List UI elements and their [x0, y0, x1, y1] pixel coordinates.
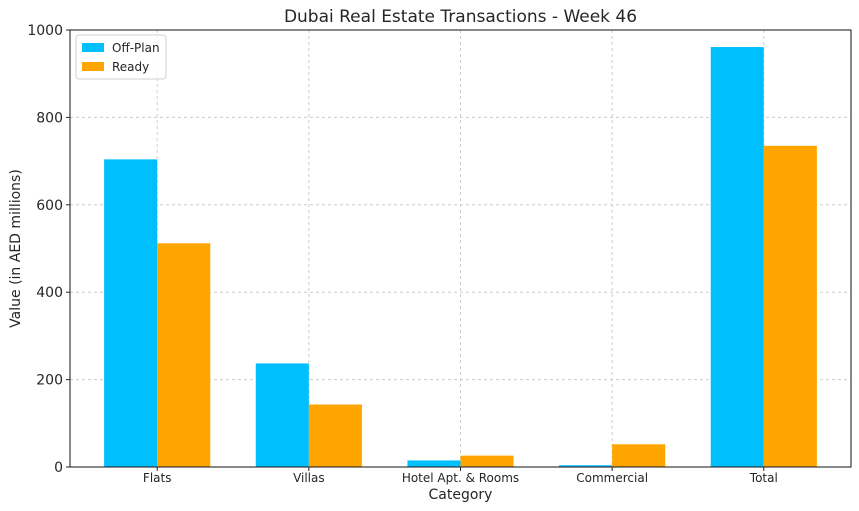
bar-ready-flats: [157, 243, 211, 467]
legend-swatch: [82, 43, 104, 52]
bars: [104, 47, 817, 468]
plot-frame: [69, 29, 852, 468]
y-tick-label: 600: [36, 198, 63, 214]
bar-ready-commercial: [612, 444, 666, 467]
y-tick-label: 200: [36, 373, 63, 389]
legend-swatch: [82, 62, 104, 71]
bar-off-plan-villas: [255, 363, 309, 467]
legend-label: Off-Plan: [112, 41, 160, 55]
bar-ready-villas: [308, 404, 362, 467]
y-tick-label: 800: [36, 110, 63, 126]
x-tick-label: Villas: [293, 471, 325, 485]
axes: 0 200 400 600 800 1000 Flats Villas Hotel Apt. &…: [27, 23, 852, 485]
chart-title: Dubai Real Estate Transactions - Week 46: [284, 7, 637, 27]
x-tick-label: Commercial: [576, 471, 648, 485]
x-tick-label: Hotel Apt. & Rooms: [402, 471, 519, 485]
bar-ready-total: [763, 145, 817, 467]
bar-off-plan-total: [710, 47, 764, 467]
bar-ready-hotel-apt-rooms: [460, 455, 514, 467]
bar-off-plan-flats: [104, 159, 158, 468]
x-tick-label: Total: [749, 471, 778, 485]
y-axis-label: Value (in AED millions): [8, 169, 24, 328]
y-tick-label: 1000: [27, 23, 63, 39]
x-axis-label: Category: [429, 487, 493, 503]
bar-off-plan-hotel-apt-rooms: [407, 460, 461, 467]
legend-label: Ready: [112, 60, 149, 74]
x-tick-label: Flats: [143, 471, 172, 485]
y-tick-label: 0: [54, 460, 63, 476]
y-tick-label: 400: [36, 285, 63, 301]
bar-off-plan-commercial: [559, 465, 613, 467]
legend: Off-Plan Ready: [75, 34, 167, 80]
